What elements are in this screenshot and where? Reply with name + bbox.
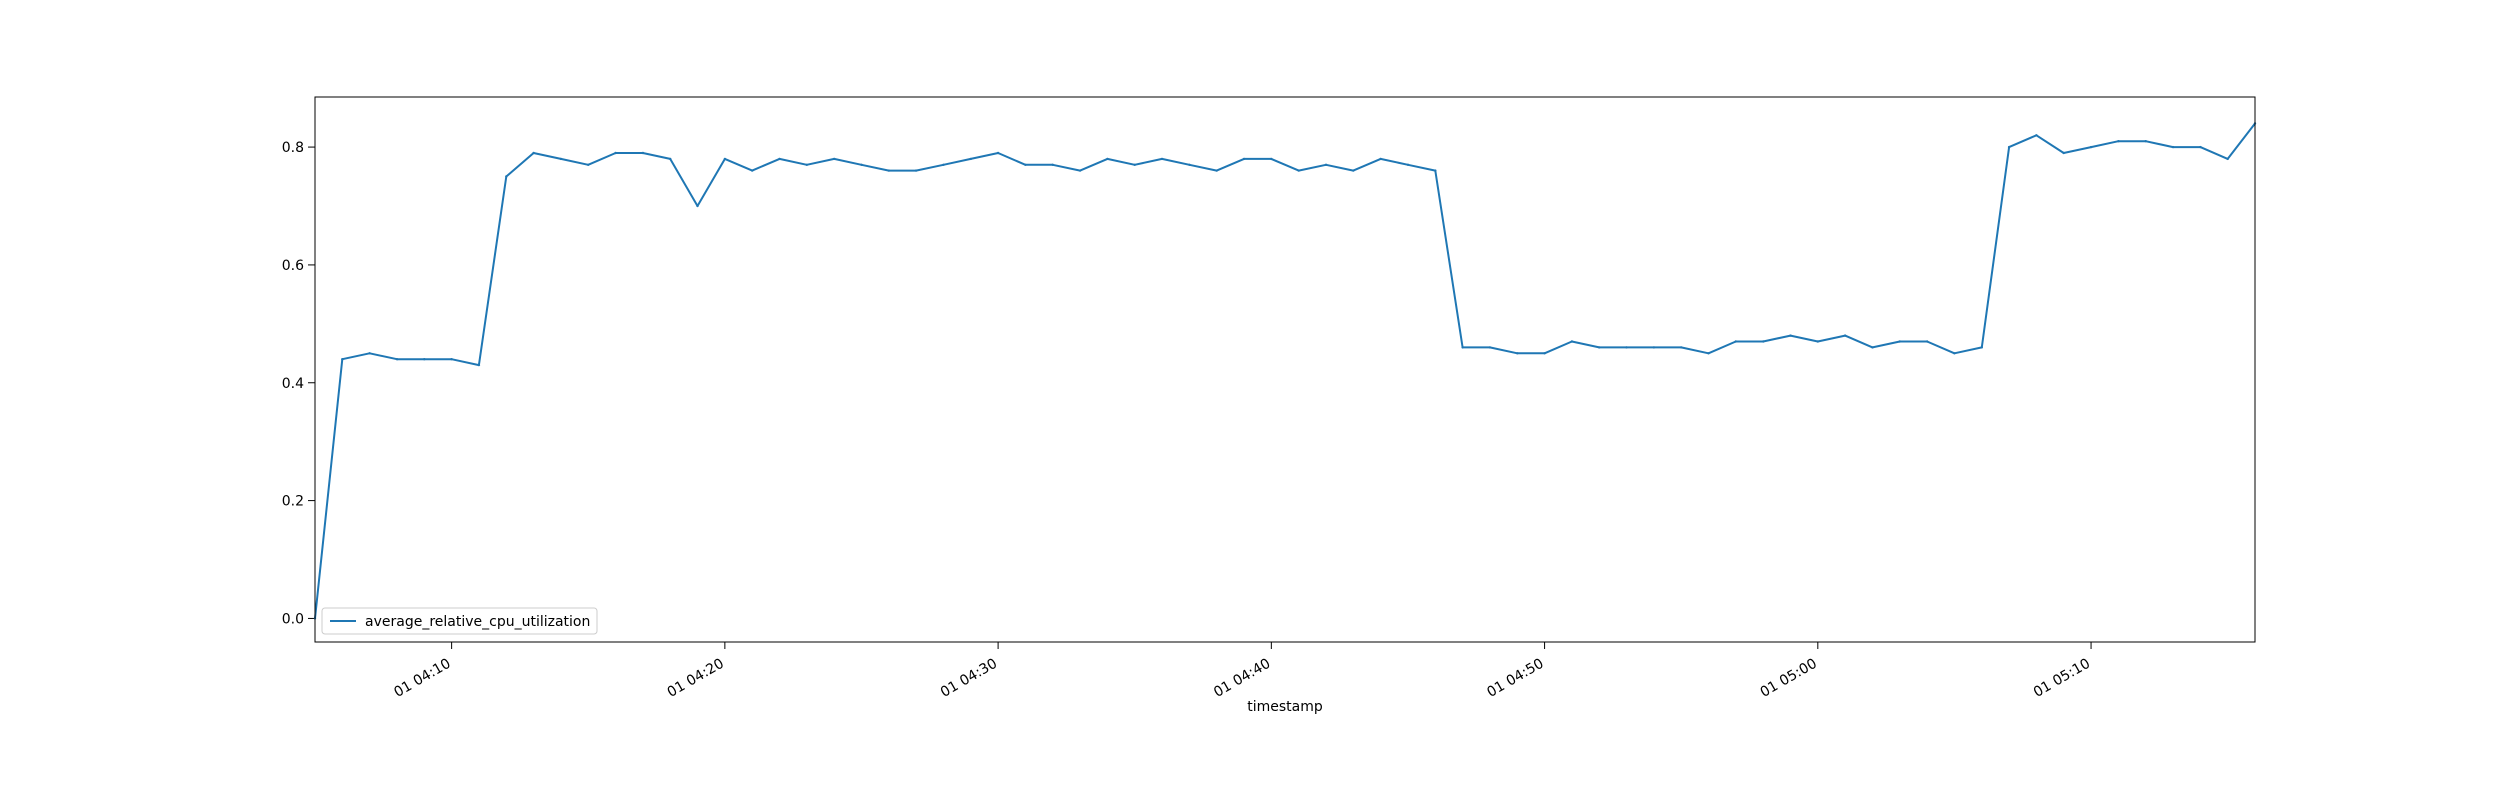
data-point (860, 163, 863, 166)
y-tick-label: 0.8 (282, 140, 304, 156)
x-axis-title: timestamp (1247, 699, 1323, 715)
y-tick-label: 0.2 (282, 494, 304, 510)
data-point (532, 151, 535, 155)
data-point (1160, 157, 1164, 161)
y-tick-label: 0.4 (282, 376, 304, 392)
data-point (1461, 346, 1464, 349)
data-point (942, 163, 945, 166)
x-tick-label: 01 04:50 (1484, 656, 1546, 701)
data-point (1024, 163, 1027, 166)
data-point (505, 175, 508, 178)
data-point (1297, 169, 1300, 172)
data-point (1762, 340, 1765, 343)
data-point (1379, 157, 1382, 161)
y-tick-label: 0.0 (282, 611, 304, 627)
data-point (2089, 145, 2093, 149)
data-point (1980, 346, 1984, 349)
data-point (1352, 169, 1355, 172)
data-point (2171, 145, 2175, 149)
data-point (368, 352, 371, 355)
data-point (887, 169, 890, 172)
data-point (1051, 163, 1054, 166)
data-point (1898, 340, 1902, 343)
data-point (2144, 140, 2147, 143)
data-point (641, 151, 645, 155)
data-point (1816, 340, 1820, 343)
data-point (1953, 352, 1956, 355)
data-point (1434, 169, 1437, 172)
data-point (450, 358, 453, 361)
x-tick-label: 01 05:00 (1758, 656, 1820, 701)
data-point (914, 169, 918, 172)
data-point (669, 157, 672, 161)
data-point (1843, 334, 1847, 337)
data-point (1789, 334, 1792, 337)
data-point (559, 157, 563, 161)
data-point (477, 363, 481, 367)
plot-frame (314, 96, 2256, 643)
data-point (833, 157, 836, 161)
data-point (1242, 157, 1246, 161)
data-point (2199, 145, 2202, 149)
y-tick-label: 0.6 (282, 258, 304, 274)
data-point (1680, 346, 1683, 349)
data-point (723, 157, 727, 161)
x-tick-label: 01 05:10 (2031, 656, 2093, 701)
data-point (1270, 157, 1273, 161)
data-point (1078, 169, 1082, 172)
x-tick-label: 01 04:10 (391, 656, 453, 701)
data-point (1570, 340, 1574, 343)
data-point (1516, 352, 1519, 355)
data-point (2035, 134, 2038, 137)
data-point (1406, 163, 1410, 166)
data-point (696, 204, 699, 208)
y-axis: 0.0 0.2 0.4 0.6 0.8 (282, 140, 315, 627)
data-point (805, 163, 808, 166)
data-point (1543, 352, 1546, 355)
data-point (1215, 169, 1218, 172)
data-point (2007, 145, 2011, 149)
data-point (1324, 163, 1328, 166)
data-point (1188, 163, 1191, 166)
data-point (996, 151, 1000, 155)
data-point (1652, 346, 1656, 349)
data-point (1133, 163, 1136, 166)
data-point (1488, 346, 1492, 349)
legend-series-label: average_relative_cpu_utilization (365, 614, 590, 630)
data-point (395, 358, 399, 361)
data-point (1925, 340, 1929, 343)
x-tick-label: 01 04:30 (938, 656, 1000, 701)
data-point (2117, 140, 2120, 143)
data-point (1598, 346, 1601, 349)
legend-box (321, 607, 598, 635)
data-point (778, 157, 781, 161)
data-point (2062, 151, 2065, 155)
x-tick-label: 01 04:20 (665, 656, 727, 701)
data-point (751, 169, 754, 172)
data-point (614, 151, 617, 155)
data-point (1625, 346, 1628, 349)
series-line-0 (314, 122, 2256, 619)
data-point (1106, 157, 1109, 161)
x-axis: 01 04:10 01 04:20 01 04:30 01 04:40 01 04:50… (391, 642, 2093, 701)
plot-area (313, 122, 2257, 620)
data-point (1871, 346, 1874, 349)
x-tick-label: 01 04:40 (1211, 656, 1273, 701)
data-point (587, 163, 590, 166)
data-point (1707, 352, 1710, 355)
data-point (969, 157, 972, 161)
data-point (2226, 157, 2229, 161)
legend[interactable]: average_relative_cpu_utilization (321, 607, 598, 635)
data-point (341, 358, 344, 361)
data-point (423, 358, 426, 361)
data-point (1734, 340, 1738, 343)
